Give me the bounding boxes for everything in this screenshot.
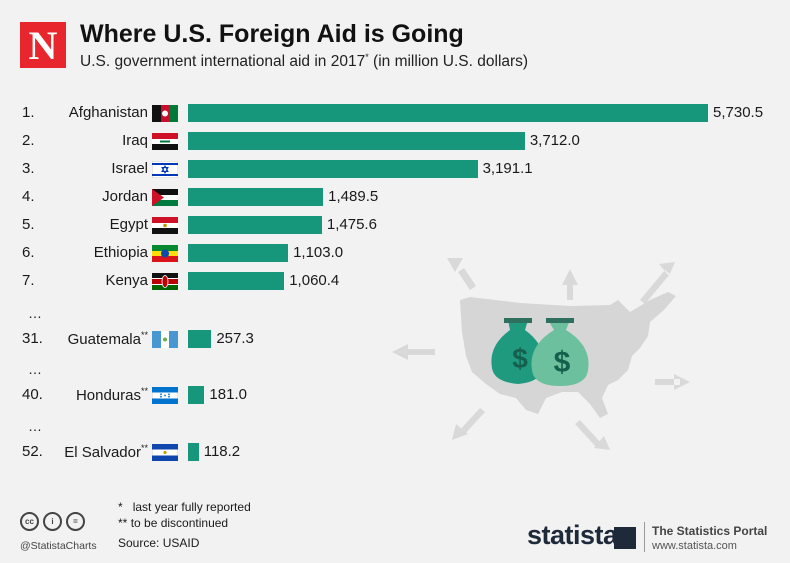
footnote-2: ** to be discontinued	[118, 516, 229, 530]
flag-ethiopia-icon	[152, 245, 178, 262]
flag-kenya-icon	[152, 273, 178, 290]
nd-icon: =	[66, 512, 85, 531]
bar	[188, 188, 324, 206]
flag-iraq-icon	[152, 133, 178, 150]
value-label: 5,730.5	[713, 104, 764, 121]
flag-afghanistan-icon	[152, 105, 178, 122]
country-label: Egypt	[109, 216, 148, 233]
bar	[188, 244, 289, 262]
source-note: Source: USAID	[118, 536, 200, 550]
flag-egypt-icon	[152, 217, 178, 234]
footer-divider	[644, 522, 645, 552]
bar	[188, 160, 478, 178]
footnote-1: * last year fully reported	[118, 500, 251, 514]
value-label: 3,191.1	[482, 160, 533, 177]
chart-subtitle: U.S. government international aid in 201…	[80, 52, 529, 71]
cc-icon: cc	[20, 512, 39, 531]
rank-label: 52.	[22, 443, 43, 460]
value-label: 3,712.0	[529, 132, 580, 149]
value-label: 1,103.0	[293, 244, 344, 261]
value-label: 1,060.4	[289, 272, 340, 289]
value-label: 118.2	[203, 443, 241, 460]
ellipsis: …	[28, 361, 42, 377]
country-label: Jordan	[102, 188, 148, 205]
dollar-sign-icon: $	[512, 343, 528, 374]
country-label: El Salvador**	[64, 443, 148, 461]
country-label: Guatemala**	[67, 330, 148, 348]
country-label: Honduras**	[75, 386, 148, 404]
newsweek-logo: N	[20, 22, 66, 68]
country-label: Ethiopia	[93, 244, 148, 261]
value-label: 257.3	[216, 330, 254, 347]
value-label: 181.0	[209, 386, 247, 403]
usa-map-icon	[460, 292, 676, 418]
bar	[188, 216, 322, 234]
rank-label: 40.	[22, 386, 43, 403]
rank-label: 4.	[22, 188, 35, 205]
bar	[188, 386, 205, 404]
value-label: 1,489.5	[328, 188, 379, 205]
by-icon: i	[43, 512, 62, 531]
portal-title: The Statistics Portal	[652, 524, 768, 538]
ellipsis: …	[28, 305, 42, 321]
country-label: Israel	[111, 160, 148, 177]
rank-label: 3.	[22, 160, 35, 177]
portal-url: www.statista.com	[652, 540, 737, 552]
bar	[188, 330, 212, 348]
rank-label: 1.	[22, 104, 35, 121]
rank-label: 7.	[22, 272, 35, 289]
value-label: 1,475.6	[326, 216, 377, 233]
bar	[188, 132, 525, 150]
flag-honduras-icon	[152, 387, 178, 404]
bar	[188, 272, 285, 290]
rank-label: 31.	[22, 330, 43, 347]
bar	[188, 104, 708, 122]
country-label: Kenya	[105, 272, 148, 289]
chart-title: Where U.S. Foreign Aid is Going	[80, 20, 464, 48]
statista-mark-icon	[614, 527, 636, 549]
statista-logo: statista	[527, 520, 618, 550]
dollar-sign-icon: $	[554, 346, 571, 379]
flag-jordan-icon	[152, 189, 178, 206]
social-handle: @StatistaCharts	[20, 540, 97, 552]
ellipsis: …	[28, 418, 42, 434]
flag-guatemala-icon	[152, 331, 178, 348]
country-label: Iraq	[122, 132, 148, 149]
flag-elsalvador-icon	[152, 444, 178, 461]
rank-label: 5.	[22, 216, 35, 233]
money-bag-icon	[491, 318, 589, 386]
flag-israel-icon	[152, 161, 178, 178]
rank-label: 6.	[22, 244, 35, 261]
license-icons: cc i =	[20, 512, 85, 531]
bar	[188, 443, 199, 461]
rank-label: 2.	[22, 132, 35, 149]
country-label: Afghanistan	[68, 104, 148, 121]
arrow-icon	[392, 258, 690, 450]
